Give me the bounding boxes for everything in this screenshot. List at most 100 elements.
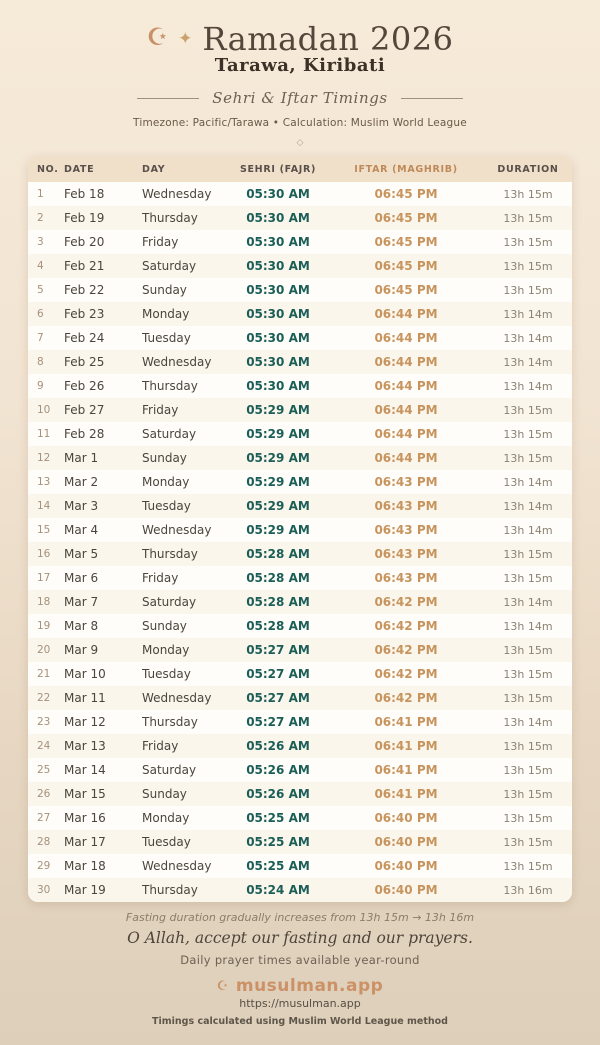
row-duration: 13h 15m [503,859,553,873]
row-duration: 13h 15m [503,667,553,681]
row-day: Sunday [142,283,187,297]
page-title: Ramadan 2026 [202,20,454,58]
col-header-sehri: SEHRI (FAJR) [239,164,317,175]
row-day: Sunday [142,619,187,633]
row-number: 9 [37,380,44,392]
row-date: Mar 12 [64,715,106,729]
row-date: Mar 13 [64,739,106,753]
row-duration: 13h 14m [503,499,553,513]
table-row: 4 Feb 21 Saturday 05:30 AM 06:45 PM 13h … [28,254,572,278]
row-iftar-time: 06:43 PM [374,547,438,561]
row-day: Friday [142,571,179,585]
brand-url[interactable]: https://musulman.app [239,997,361,1010]
row-date: Mar 18 [64,859,106,873]
row-sehri-time: 05:24 AM [246,883,310,897]
row-iftar-time: 06:45 PM [374,259,438,273]
row-sehri-time: 05:25 AM [246,811,310,825]
row-number: 28 [37,836,51,848]
row-date: Mar 10 [64,667,106,681]
row-number: 6 [37,308,44,320]
row-number: 22 [37,692,51,704]
table-row: 10 Feb 27 Friday 05:29 AM 06:44 PM 13h 1… [28,398,572,422]
row-day: Wednesday [142,187,212,201]
row-date: Mar 9 [64,643,99,657]
row-duration: 13h 15m [503,787,553,801]
row-sehri-time: 05:30 AM [246,307,310,321]
calculation-method-note: Timings calculated using Muslim World Le… [152,1016,448,1027]
diamond-ornament-icon: ◇ [296,138,304,148]
row-sehri-time: 05:25 AM [246,835,310,849]
row-duration: 13h 14m [503,595,553,609]
row-duration: 13h 15m [503,547,553,561]
row-date: Feb 26 [64,379,105,393]
table-row: 22 Mar 11 Wednesday 05:27 AM 06:42 PM 13… [28,686,572,710]
row-iftar-time: 06:44 PM [374,451,438,465]
row-number: 27 [37,812,51,824]
row-duration: 13h 15m [503,259,553,273]
row-day: Thursday [142,211,198,225]
row-date: Mar 5 [64,547,99,561]
row-number: 14 [37,500,51,512]
row-day: Monday [142,643,190,657]
row-sehri-time: 05:27 AM [246,715,310,729]
row-day: Saturday [142,259,197,273]
row-iftar-time: 06:42 PM [374,619,438,633]
row-sehri-time: 05:30 AM [246,259,310,273]
row-duration: 13h 15m [503,211,553,225]
row-duration: 13h 14m [503,379,553,393]
dua-text: O Allah, accept our fasting and our pray… [127,929,473,947]
row-number: 10 [37,404,51,416]
row-duration: 13h 14m [503,475,553,489]
row-date: Feb 24 [64,331,105,345]
row-date: Mar 11 [64,691,106,705]
row-duration: 13h 15m [503,235,553,249]
row-sehri-time: 05:29 AM [246,475,310,489]
row-sehri-time: 05:26 AM [246,787,310,801]
row-number: 21 [37,668,51,680]
row-number: 3 [37,236,44,248]
table-row: 13 Mar 2 Monday 05:29 AM 06:43 PM 13h 14… [28,470,572,494]
row-duration: 13h 15m [503,451,553,465]
row-day: Monday [142,307,190,321]
row-iftar-time: 06:42 PM [374,667,438,681]
table-row: 26 Mar 15 Sunday 05:26 AM 06:41 PM 13h 1… [28,782,572,806]
row-iftar-time: 06:45 PM [374,187,438,201]
timings-table: NO. DATE DAY SEHRI (FAJR) IFTAR (MAGHRIB… [28,157,572,902]
row-iftar-time: 06:45 PM [374,235,438,249]
row-iftar-time: 06:41 PM [374,715,438,729]
row-number: 19 [37,620,51,632]
row-iftar-time: 06:41 PM [374,739,438,753]
row-date: Feb 18 [64,187,105,201]
row-sehri-time: 05:30 AM [246,379,310,393]
row-sehri-time: 05:29 AM [246,403,310,417]
location-title: Tarawa, Kiribati [214,55,386,76]
row-duration: 13h 15m [503,811,553,825]
row-number: 29 [37,860,51,872]
row-number: 15 [37,524,51,536]
row-date: Feb 22 [64,283,105,297]
table-row: 23 Mar 12 Thursday 05:27 AM 06:41 PM 13h… [28,710,572,734]
row-number: 8 [37,356,44,368]
brand-link[interactable]: ☪ musulman.app [217,976,384,996]
row-date: Mar 19 [64,883,106,897]
table-row: 17 Mar 6 Friday 05:28 AM 06:43 PM 13h 15… [28,566,572,590]
row-number: 11 [37,428,51,440]
row-iftar-time: 06:42 PM [374,691,438,705]
row-duration: 13h 14m [503,619,553,633]
row-duration: 13h 14m [503,715,553,729]
row-date: Mar 7 [64,595,99,609]
row-sehri-time: 05:27 AM [246,643,310,657]
row-number: 24 [37,740,51,752]
duration-increase-note: Fasting duration gradually increases fro… [125,911,475,924]
row-day: Monday [142,475,190,489]
row-sehri-time: 05:29 AM [246,523,310,537]
row-duration: 13h 16m [503,883,553,897]
row-date: Mar 1 [64,451,99,465]
row-day: Wednesday [142,523,212,537]
row-duration: 13h 15m [503,643,553,657]
sparkle-icon: ✦ [178,29,193,49]
col-header-iftar: IFTAR (MAGHRIB) [354,164,458,175]
row-duration: 13h 14m [503,523,553,537]
row-day: Tuesday [142,331,191,345]
row-day: Tuesday [142,835,191,849]
